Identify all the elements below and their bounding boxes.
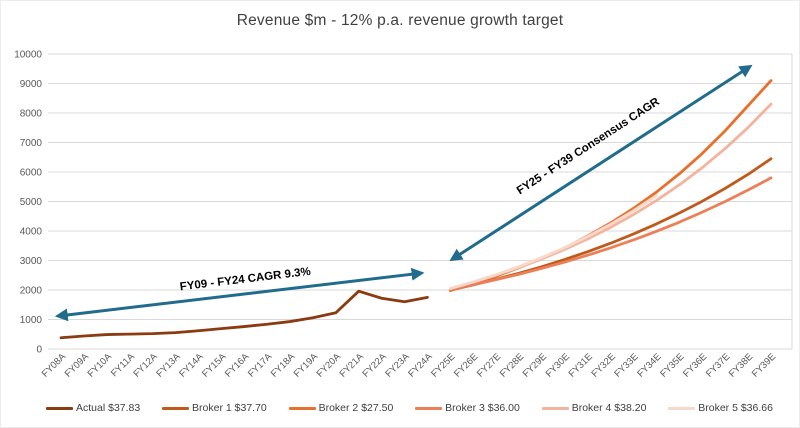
x-axis-tick-label: FY24A: [406, 351, 435, 380]
y-axis-tick-label: 3000: [20, 256, 43, 267]
x-axis-tick-label: FY09A: [63, 351, 92, 380]
x-axis-tick-label: FY23A: [383, 351, 412, 380]
x-axis-tick-label: FY32E: [589, 351, 617, 379]
cagr-arrow-1: [54, 267, 425, 322]
series-line-2: [448, 79, 773, 292]
y-axis-tick-label: 5000: [20, 197, 43, 208]
x-axis-tick-label: FY28E: [498, 351, 526, 379]
y-axis-tick-label: 0: [36, 345, 42, 356]
y-axis-tick-label: 2000: [20, 286, 43, 297]
legend-line-swatch: [415, 406, 443, 410]
x-axis-tick-label: FY20A: [315, 351, 344, 380]
cagr-annotation-label-2: FY25 - FY39 Consensus CAGR: [515, 95, 663, 197]
x-axis-tick-label: FY29E: [521, 351, 549, 379]
y-axis-tick-label: 7000: [20, 138, 43, 149]
x-axis-tick-label: FY27E: [475, 351, 503, 379]
legend-line-swatch: [162, 406, 190, 410]
x-axis-tick-label: FY15A: [200, 351, 229, 380]
legend-item-1: Broker 1 $37.70: [162, 402, 267, 414]
y-axis-tick-label: 10000: [14, 50, 42, 61]
y-axis-tick-label: 6000: [20, 168, 43, 179]
x-axis-tick-label: FY22A: [360, 351, 389, 380]
x-axis-tick-label: FY38E: [727, 351, 755, 379]
y-axis-tick-label: 4000: [20, 227, 43, 238]
x-axis-tick-label: FY16A: [223, 351, 252, 380]
x-axis-tick-label: FY26E: [452, 351, 480, 379]
legend-label: Broker 1 $37.70: [192, 402, 267, 414]
x-axis-tick-label: FY08A: [40, 351, 69, 380]
x-axis-tick-label: FY11A: [109, 351, 137, 379]
y-axis-tick-label: 1000: [20, 315, 43, 326]
legend-item-0: Actual $37.83: [46, 402, 140, 414]
x-axis-tick-label: FY25E: [429, 351, 457, 379]
x-axis-tick-label: FY19A: [292, 351, 321, 380]
y-axis-tick-label: 8000: [20, 109, 43, 120]
legend-item-5: Broker 5 $36.66: [668, 402, 773, 414]
legend-line-swatch: [541, 406, 569, 410]
legend-label: Broker 3 $36.00: [445, 402, 520, 414]
legend-label: Broker 5 $36.66: [698, 402, 773, 414]
legend-label: Broker 4 $38.20: [571, 402, 647, 414]
x-axis-tick-label: FY31E: [567, 351, 595, 379]
x-axis-tick-label: FY35E: [658, 351, 686, 379]
legend-item-3: Broker 3 $36.00: [415, 402, 520, 414]
x-axis-tick-label: FY14A: [177, 351, 206, 380]
legend-line-swatch: [46, 406, 73, 410]
x-axis-tick-label: FY37E: [704, 351, 732, 379]
x-axis-tick-label: FY36E: [681, 351, 709, 379]
series-line-0: [59, 289, 429, 340]
x-axis-tick-label: FY34E: [635, 351, 663, 379]
legend-line-swatch: [668, 406, 696, 410]
x-axis-tick-label: FY39E: [750, 351, 778, 379]
x-axis-tick-label: FY18A: [269, 351, 298, 380]
x-axis-tick-label: FY13A: [154, 351, 183, 380]
chart-title: Revenue $m - 12% p.a. revenue growth tar…: [236, 12, 564, 29]
legend-item-2: Broker 2 $27.50: [288, 402, 394, 414]
chart-legend: Actual $37.83 Broker 1 $37.70 Broker 2 $27…: [46, 402, 773, 414]
x-axis-tick-label: FY12A: [131, 351, 160, 380]
x-axis-tick-label: FY33E: [612, 351, 640, 379]
legend-label: Broker 2 $27.50: [318, 402, 394, 414]
y-axis-tick-label: 9000: [20, 79, 43, 90]
legend-item-4: Broker 4 $38.20: [541, 402, 647, 414]
x-axis-tick-label: FY21A: [338, 351, 367, 380]
x-axis-tick-label: FY17A: [246, 351, 275, 380]
x-axis-tick-label: FY10A: [86, 351, 115, 380]
cagr-arrow-2: [449, 64, 753, 262]
legend-line-swatch: [288, 406, 316, 410]
legend-label: Actual $37.83: [76, 402, 141, 414]
x-axis-tick-label: FY30E: [544, 351, 572, 379]
